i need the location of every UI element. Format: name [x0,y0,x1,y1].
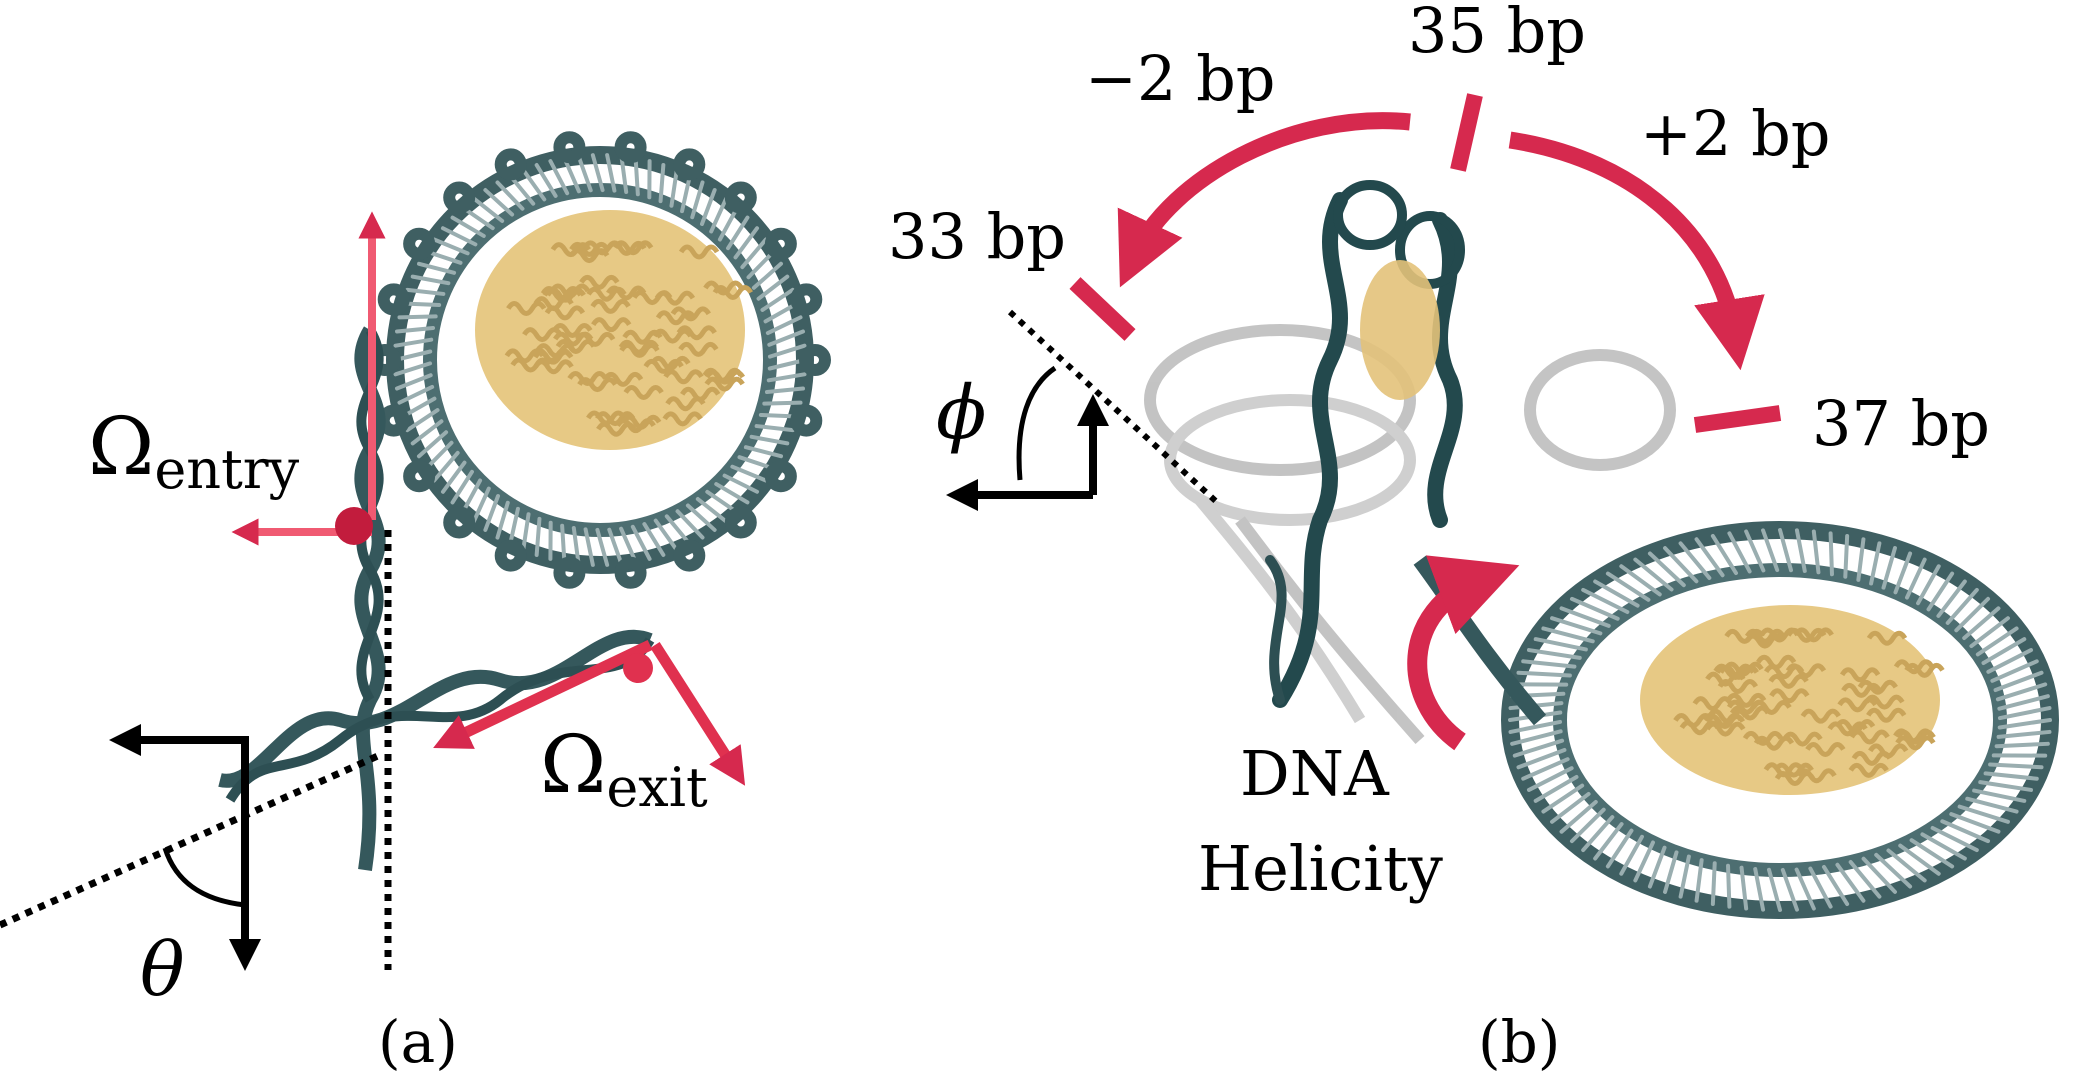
bp-change-arrows [1069,93,1782,751]
phi-angle-arc [1016,365,1057,481]
nucleosome-a-dna [369,131,831,589]
helicity-label-line1: DNA [1240,737,1390,810]
panel-a: Ωentry Ωexit θ (a) [0,131,831,1076]
phi-frame [946,365,1109,511]
edge-on-nucleosome [1265,180,1465,708]
exit-origin-dot [623,653,653,683]
exit-left-arrow [433,640,653,749]
label-35bp: 35 bp [1408,0,1586,67]
label-37bp: 37 bp [1812,387,1990,460]
omega-exit-frame [433,640,746,786]
label-plus-2bp: +2 bp [1640,97,1830,170]
exit-down-arrow [650,642,746,786]
omega-entry-frame [231,211,386,546]
helicity-label-line2: Helicity [1198,832,1443,905]
panel-a-caption: (a) [378,1008,458,1076]
panel-b-caption: (b) [1478,1008,1560,1076]
minus-2bp-arrow [1117,112,1411,288]
label-minus-2bp: −2 bp [1085,42,1275,115]
phi-label: ϕ [936,370,986,456]
histone-core-a [475,210,753,450]
ghost-nucleosomes [1144,324,1676,744]
tick-37bp [1693,405,1782,433]
theta-frame-arrow-left [109,724,249,905]
phi-reference-line [1007,309,1223,508]
theta-reference-line [0,751,382,929]
omega-exit-label: Ωexit [540,718,708,819]
entry-origin-dot [335,507,373,545]
theta-frame [109,724,261,971]
theta-label: θ [140,927,185,1013]
nucleosome-b-dna [1501,521,2059,919]
panel-b: 35 bp −2 bp +2 bp 33 bp 37 bp ϕ DNA Heli… [888,0,2059,1076]
plus-2bp-arrow [1508,131,1765,371]
histone-core-b [1640,605,1945,795]
label-33bp: 33 bp [888,200,1066,273]
omega-entry-label: Ωentry [88,400,300,501]
tick-33bp [1069,277,1136,341]
tick-35bp [1450,93,1483,172]
helicity-rotation-arrow [1407,555,1520,751]
theta-angle-arc [162,847,246,908]
